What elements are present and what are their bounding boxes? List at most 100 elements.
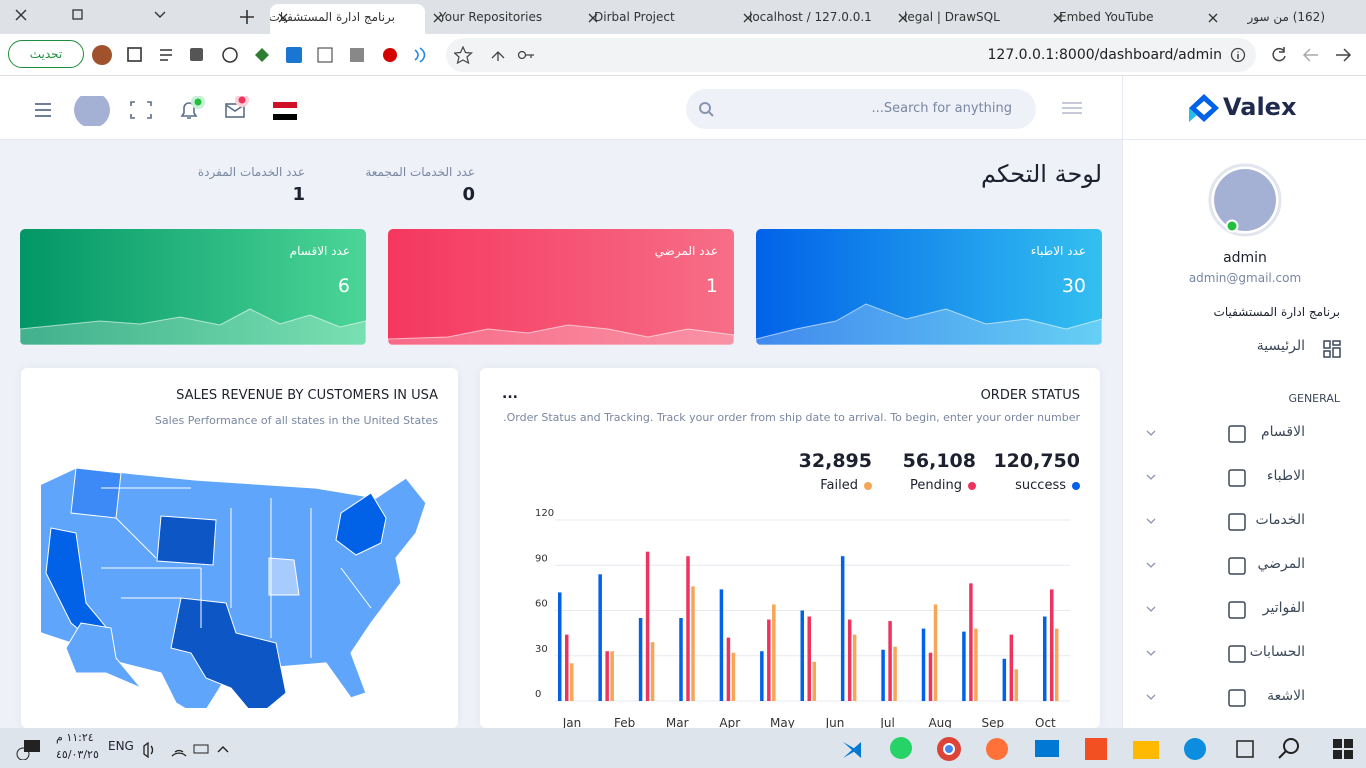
sales-subtitle: Sales Performance of all states in the U… xyxy=(154,414,438,427)
close-glyph xyxy=(898,13,908,23)
menu-item[interactable]: الاطباء xyxy=(1123,456,1366,500)
sidebar: Valex admin admin@gmail.com برنامج ادارة… xyxy=(1122,76,1366,728)
menu-item[interactable]: المرضي xyxy=(1123,544,1366,588)
tab-close[interactable] xyxy=(278,13,288,23)
bar xyxy=(921,628,926,701)
nav-buttons[interactable] xyxy=(1268,45,1358,65)
stat-card: عدد الاطباء 30 xyxy=(756,229,1102,345)
x-tick-label: Feb xyxy=(614,716,635,728)
bar xyxy=(638,618,643,701)
sparkline xyxy=(20,308,366,345)
menu-icons xyxy=(1146,425,1246,443)
total-value: 32,895 xyxy=(798,450,872,472)
section-label: GENERAL xyxy=(1288,392,1340,405)
card-label: عدد الاقسام xyxy=(289,244,350,258)
bar xyxy=(1055,628,1059,701)
menu-icon xyxy=(1228,689,1246,707)
tab[interactable]: legal | DrawSQL xyxy=(904,10,1000,24)
address-bar: تحديث 127.0.0.1:8000/dashboard/admin xyxy=(0,34,1366,76)
card-value: 6 xyxy=(337,275,350,297)
tab[interactable]: localhost / 127.0.0.1 xyxy=(749,10,872,24)
tab[interactable]: Dirbal Project xyxy=(594,10,675,24)
chevron xyxy=(1146,562,1156,568)
bar xyxy=(760,651,764,701)
chevron xyxy=(1146,430,1156,436)
close-glyph xyxy=(278,13,288,23)
tab-close[interactable] xyxy=(588,13,598,23)
bar xyxy=(807,616,811,701)
sparkline xyxy=(756,303,1102,345)
new-tab[interactable] xyxy=(238,8,256,26)
menu-item[interactable]: الاشعة xyxy=(1123,676,1366,720)
site-info[interactable] xyxy=(1230,47,1246,63)
extension-icons xyxy=(92,45,426,65)
header-icons xyxy=(35,96,297,126)
pinned-apps[interactable] xyxy=(835,734,1355,764)
card-sparkline xyxy=(388,324,734,345)
menu-icon[interactable] xyxy=(1060,100,1084,118)
total-value: 120,750 xyxy=(993,450,1080,472)
url-field[interactable]: 127.0.0.1:8000/dashboard/admin xyxy=(446,38,1256,72)
close-glyph xyxy=(588,13,598,23)
tab[interactable]: برنامج ادارة المستشفيات xyxy=(270,4,425,34)
menu-icon xyxy=(1228,557,1246,575)
tab-close[interactable] xyxy=(898,13,908,23)
search-icon xyxy=(699,102,714,117)
bar xyxy=(812,661,816,701)
menu-icons xyxy=(1146,557,1246,575)
tab-close[interactable] xyxy=(1053,13,1063,23)
close-glyph xyxy=(433,13,443,23)
card-value: 1 xyxy=(705,275,718,297)
bar xyxy=(852,634,857,701)
x-tick-label: Aug xyxy=(928,716,951,728)
app-name: برنامج ادارة المستشفيات xyxy=(1213,305,1340,319)
bar xyxy=(969,583,973,701)
language[interactable]: ENG xyxy=(108,739,134,753)
chevron xyxy=(1146,694,1156,700)
x-tick-label: Sep xyxy=(981,716,1004,728)
order-more[interactable]: ... xyxy=(502,386,518,402)
menu-icon xyxy=(1228,513,1246,531)
bar xyxy=(1043,616,1047,701)
menu-item[interactable]: الفواتير xyxy=(1123,588,1366,632)
brand-bar: Valex xyxy=(1123,76,1366,140)
card-label: عدد المرضي xyxy=(654,244,718,258)
menu-label: الخدمات xyxy=(1255,512,1306,528)
menu-item[interactable]: الخدمات xyxy=(1123,500,1366,544)
total-label: Failed xyxy=(820,478,858,493)
window-controls[interactable] xyxy=(10,6,190,26)
x-tick-label: Jun xyxy=(825,716,845,728)
bar xyxy=(888,621,892,701)
legend-dot xyxy=(1072,481,1080,490)
tab[interactable]: Embed YouTube xyxy=(1059,10,1154,24)
menu-icons xyxy=(1146,513,1246,531)
menu-label: الاقسام xyxy=(1261,424,1305,440)
bar xyxy=(840,556,845,701)
bar xyxy=(881,649,885,701)
tab[interactable]: Your Repositories xyxy=(439,10,543,24)
home-label: الرئيسية xyxy=(1256,338,1305,354)
tab[interactable]: (162) من سور xyxy=(1247,10,1325,24)
y-tick-label: 60 xyxy=(535,599,548,610)
menu-item[interactable]: الحسابات xyxy=(1123,632,1366,676)
menu-item[interactable]: الاقسام xyxy=(1123,412,1366,456)
bar xyxy=(1014,669,1019,701)
url-actions xyxy=(454,46,534,64)
clock-date: ٤٥/٠٣/٢٥ xyxy=(56,748,99,761)
update-button[interactable]: تحديث xyxy=(8,40,84,68)
tray-icons xyxy=(16,740,229,760)
close-glyph xyxy=(743,13,753,23)
tab-close[interactable] xyxy=(433,13,443,23)
stat-value: 1 xyxy=(292,184,305,205)
menu-icons xyxy=(1146,689,1246,707)
bar xyxy=(605,651,609,701)
tab-close[interactable] xyxy=(743,13,753,23)
home-link[interactable]: الرئيسية xyxy=(1123,326,1366,370)
stat-card: عدد المرضي 1 xyxy=(388,229,734,345)
bar xyxy=(1009,634,1014,701)
bar xyxy=(691,586,695,701)
search-field[interactable]: Search for anything... xyxy=(686,89,1036,129)
order-chart: 0 30 60 90 120 Jan Feb Mar Apr May Jun Jul Aug Sep Oct xyxy=(535,508,1070,728)
bar xyxy=(962,631,966,701)
tab-close[interactable] xyxy=(1208,13,1218,23)
